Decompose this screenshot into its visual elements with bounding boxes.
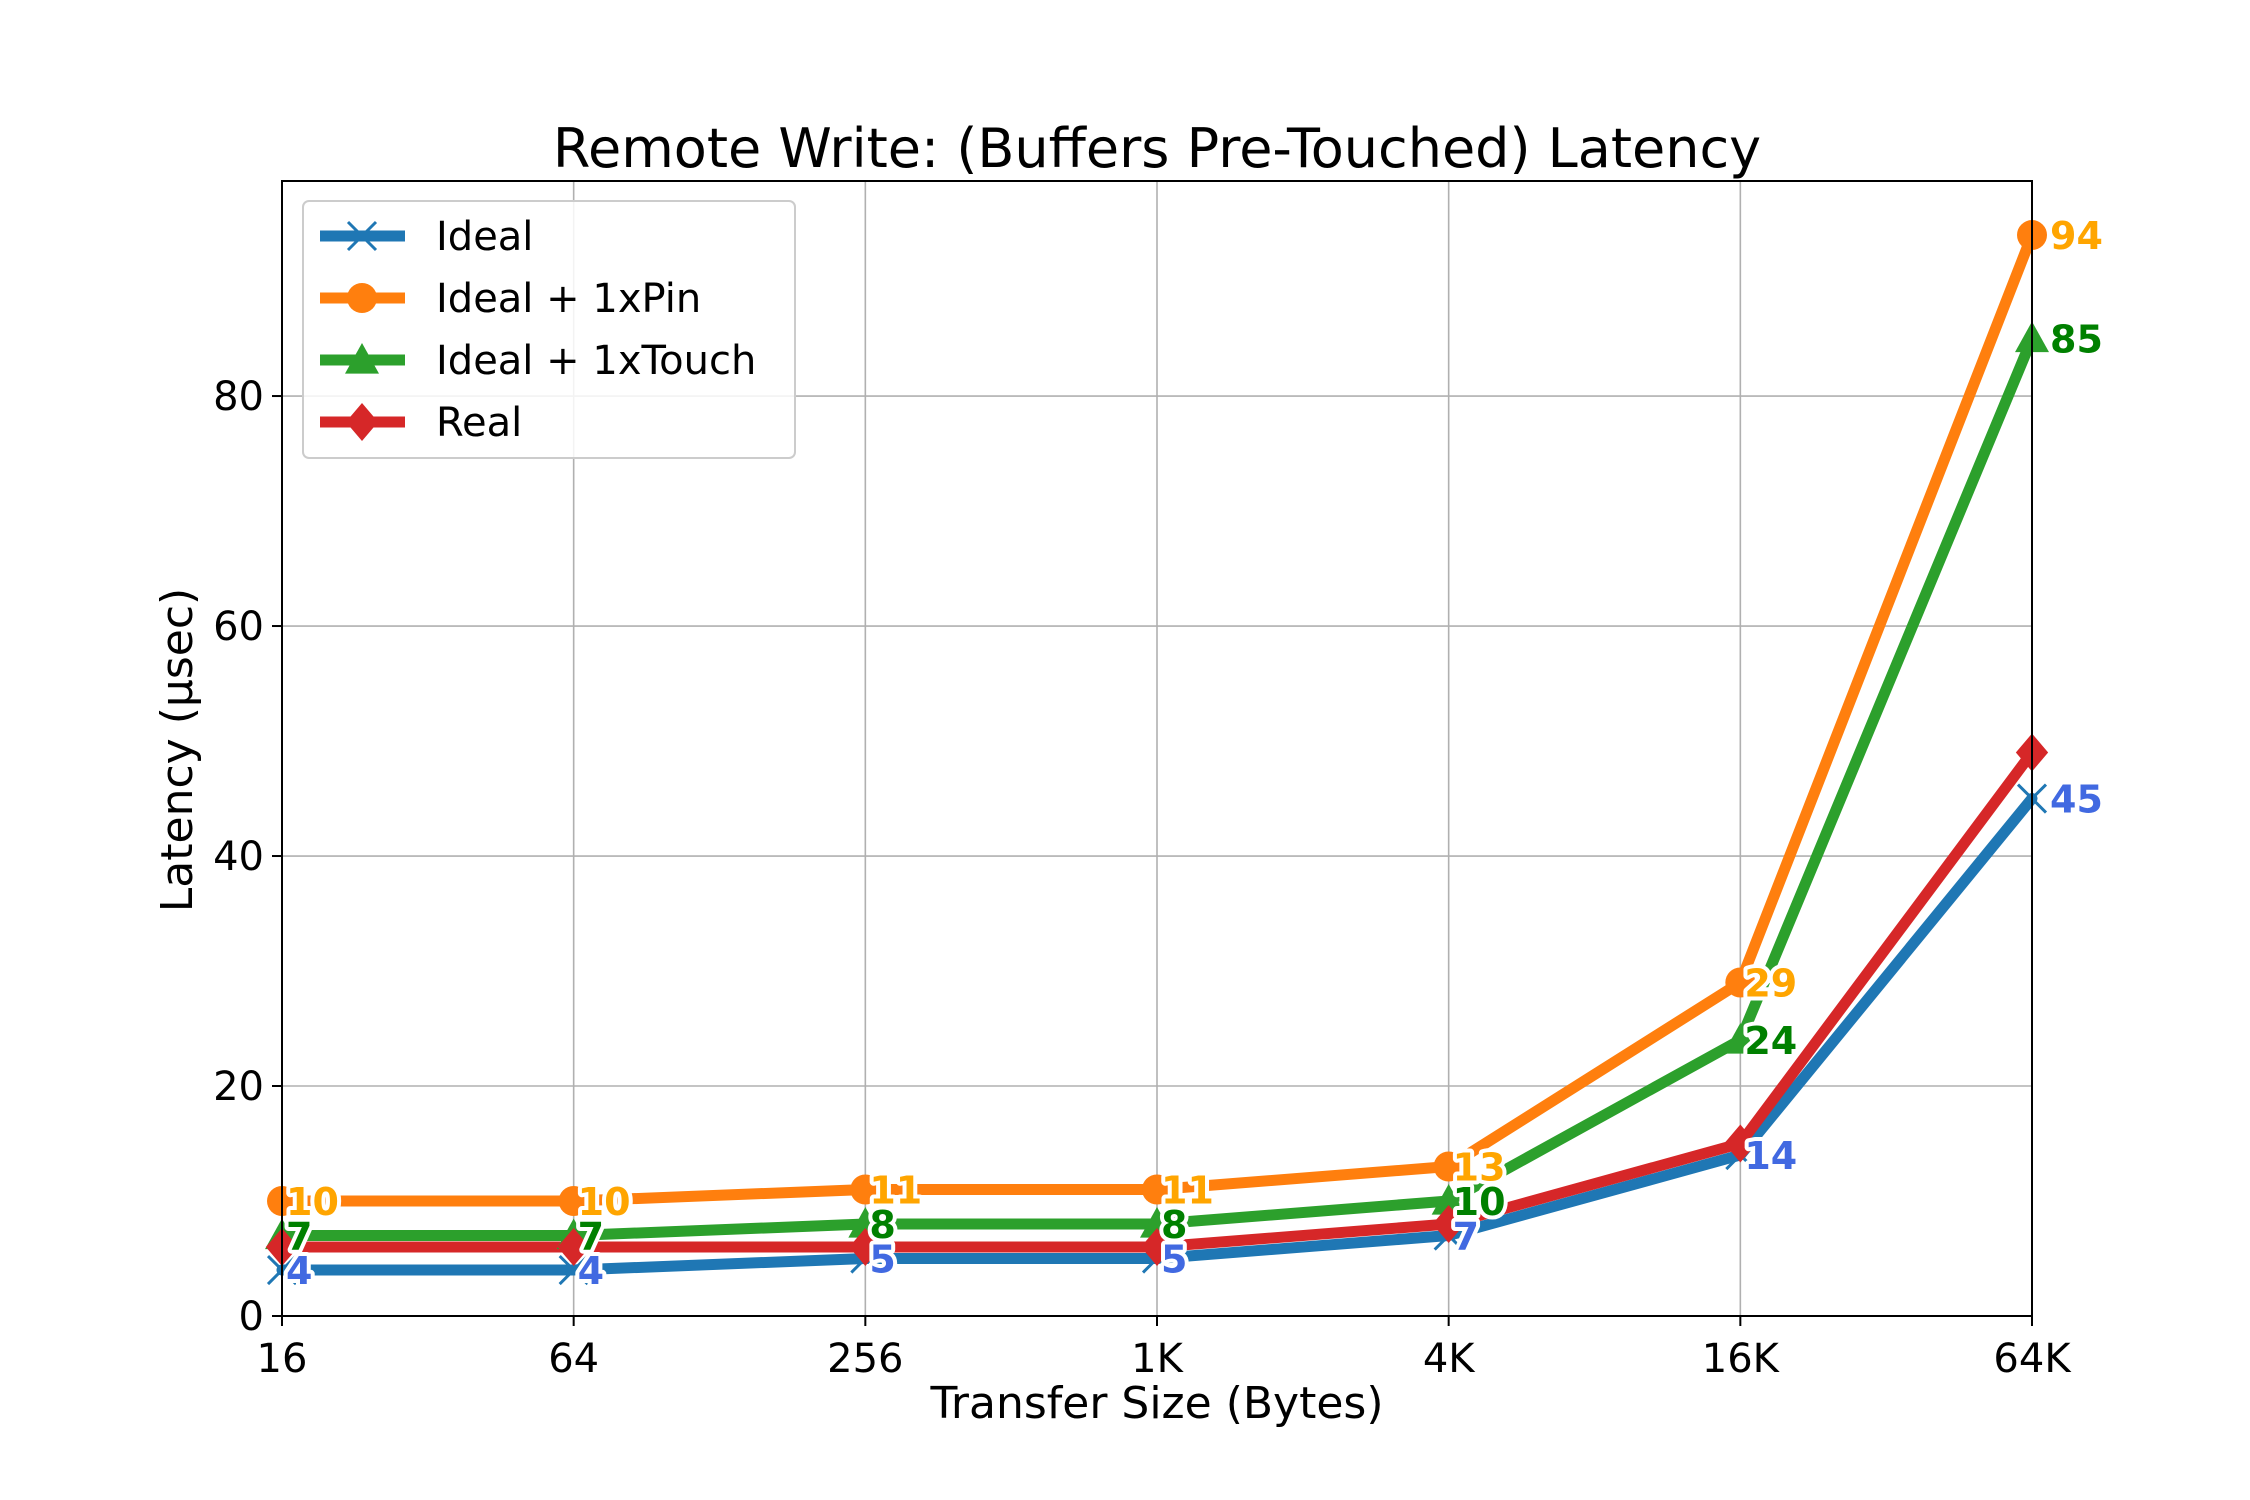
data-label-ideal: 14	[1744, 1134, 1797, 1178]
marker-ideal-1xpin	[1142, 1174, 1172, 1205]
marker-ideal-1xpin	[558, 1186, 589, 1217]
x-tick-label: 64	[548, 1336, 599, 1382]
data-label-ideal-1xtouch: 8	[869, 1203, 895, 1247]
data-label-ideal-1xpin: 29	[1744, 962, 1797, 1006]
data-label-ideal: 4	[578, 1249, 604, 1293]
x-tick-label: 1K	[1131, 1336, 1184, 1382]
y-tick-label: 40	[213, 834, 264, 880]
marker-real	[849, 1228, 882, 1267]
marker-real	[1140, 1228, 1174, 1267]
x-axis-label: Transfer Size (Bytes)	[929, 1378, 1383, 1429]
y-axis-ticks: 0 20 40 60 80	[213, 374, 282, 1340]
data-label-ideal-1xtouch: 7	[286, 1215, 312, 1259]
marker-real	[557, 1228, 590, 1267]
data-label-ideal-1xtouch: 7	[578, 1215, 604, 1259]
data-label-ideal-1xpin: 10	[578, 1180, 631, 1224]
chart-title: Remote Write: (Buffers Pre-Touched) Late…	[553, 117, 1761, 180]
x-axis-ticks: 16 64 256 1K 4K 16K 64K	[257, 1316, 2072, 1382]
marker-ideal-1xtouch	[1723, 1023, 1758, 1054]
legend-label-ideal-1xtouch: Ideal + 1xTouch	[436, 338, 756, 384]
y-tick-label: 0	[239, 1294, 264, 1340]
x-tick-label: 64K	[1993, 1336, 2072, 1382]
x-tick-label: 256	[827, 1336, 903, 1382]
data-label-ideal-1xpin: 94	[2050, 214, 2103, 258]
y-axis-label: Latency (µsec)	[152, 588, 203, 912]
data-label-ideal-1xpin: 13	[1453, 1146, 1506, 1190]
y-tick-label: 60	[213, 604, 264, 650]
data-label-ideal-1xtouch: 10	[1453, 1180, 1506, 1224]
x-tick-label: 4K	[1423, 1336, 1476, 1382]
legend-marker-real	[345, 403, 379, 441]
legend-label-real: Real	[436, 400, 522, 446]
marker-real	[1724, 1124, 1757, 1163]
data-label-ideal-1xpin: 11	[1161, 1169, 1214, 1213]
x-tick-label: 16	[257, 1336, 308, 1382]
data-label-ideal: 7	[1453, 1215, 1479, 1259]
marker-ideal-1xpin	[1433, 1151, 1464, 1182]
legend-label-ideal: Ideal	[436, 214, 533, 260]
data-label-ideal-1xpin: 11	[869, 1169, 922, 1213]
marker-real	[1432, 1205, 1465, 1244]
y-tick-label: 80	[213, 374, 264, 420]
marker-ideal-1xpin	[850, 1174, 881, 1205]
marker-ideal-1xtouch	[848, 1207, 883, 1238]
marker-ideal-1xtouch	[1140, 1207, 1174, 1238]
data-label-ideal-1xtouch: 24	[1744, 1019, 1797, 1063]
marker-ideal-1xtouch	[1431, 1184, 1466, 1215]
marker-ideal	[558, 1254, 589, 1286]
data-label-ideal: 4	[286, 1249, 312, 1293]
legend: Ideal Ideal + 1xPin Ideal + 1xTouch Real	[302, 200, 796, 459]
data-label-ideal-1xtouch: 8	[1161, 1203, 1187, 1247]
legend-marker-ideal-1xpin	[347, 283, 377, 313]
marker-ideal-1xpin	[1725, 967, 1756, 998]
legend-box	[302, 200, 796, 459]
legend-marker-ideal-1xtouch	[345, 343, 379, 374]
data-label-ideal: 5	[1161, 1238, 1187, 1282]
data-label-ideal: 5	[869, 1238, 895, 1282]
data-label-ideal-1xtouch: 85	[2050, 318, 2103, 362]
legend-marker-ideal	[346, 220, 378, 252]
y-tick-label: 20	[213, 1064, 264, 1110]
x-tick-label: 16K	[1702, 1336, 1781, 1382]
legend-label-ideal-1xpin: Ideal + 1xPin	[436, 276, 701, 322]
data-label-ideal: 45	[2050, 778, 2103, 822]
data-label-ideal-1xpin: 10	[286, 1180, 339, 1224]
